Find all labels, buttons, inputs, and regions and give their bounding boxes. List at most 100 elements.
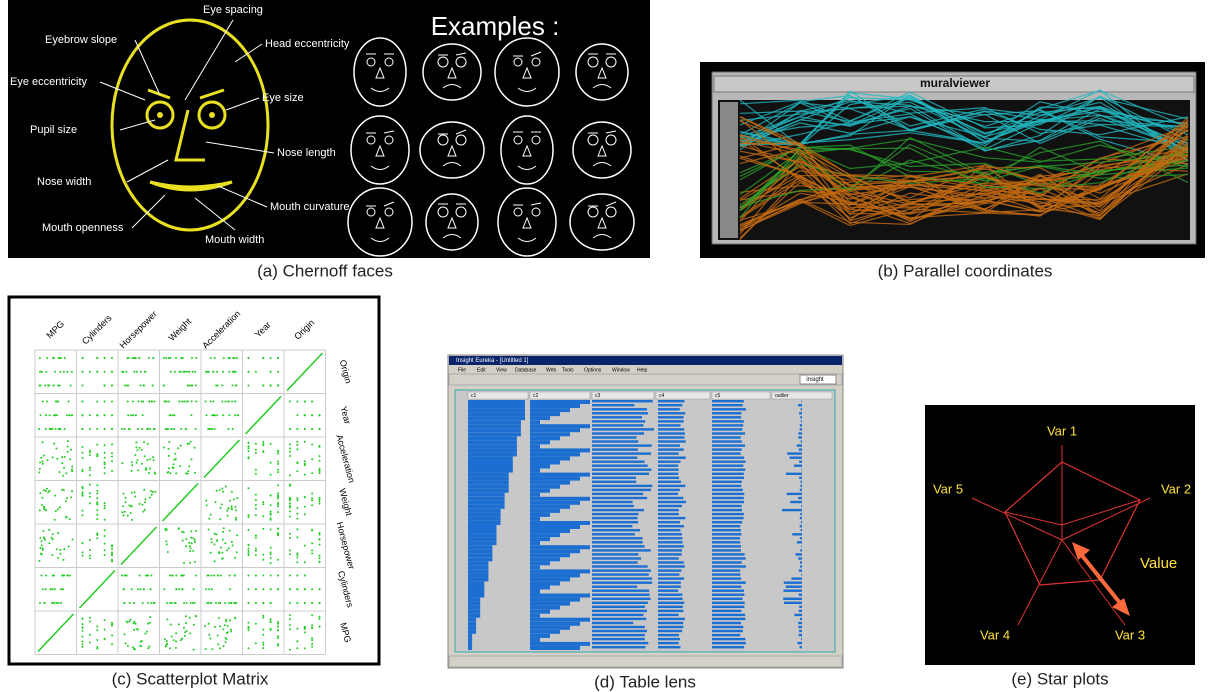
point <box>224 485 227 488</box>
row-bar <box>468 408 525 413</box>
row-bar <box>800 512 802 516</box>
point <box>183 626 185 629</box>
point <box>213 543 216 546</box>
example-nose <box>522 216 532 229</box>
point <box>124 501 127 504</box>
row-bar <box>530 508 560 513</box>
point <box>67 400 70 403</box>
row-bar <box>468 533 497 538</box>
point <box>126 384 128 387</box>
polyline <box>739 133 1189 221</box>
row-bar <box>592 448 638 451</box>
point <box>296 507 299 509</box>
row-bar <box>468 561 489 566</box>
point <box>296 561 299 564</box>
point <box>296 574 299 577</box>
leader-line <box>217 185 268 208</box>
point <box>289 484 291 487</box>
point <box>126 514 129 517</box>
row-bar <box>658 424 681 427</box>
point <box>269 510 272 513</box>
row-bar <box>712 633 741 637</box>
point <box>296 414 299 417</box>
example-nose <box>447 216 457 229</box>
row-bar <box>712 549 741 552</box>
column-header <box>467 391 529 400</box>
point <box>262 501 265 504</box>
row-bar <box>592 416 642 419</box>
point <box>62 474 64 477</box>
row-bar <box>712 621 741 625</box>
point <box>296 552 299 555</box>
point <box>53 414 56 417</box>
row-bar <box>592 589 650 592</box>
point <box>277 574 279 577</box>
point <box>147 647 150 650</box>
point <box>262 503 265 506</box>
point <box>88 449 91 452</box>
point <box>311 624 314 627</box>
point <box>103 554 106 556</box>
row-bar <box>468 440 517 445</box>
diagonal <box>286 352 324 392</box>
point <box>164 645 167 648</box>
point <box>132 646 134 649</box>
point <box>211 648 214 651</box>
point <box>216 539 219 542</box>
point <box>318 445 321 448</box>
example-mouth <box>517 237 537 242</box>
example-head <box>500 115 554 185</box>
row-bar <box>530 633 550 638</box>
point <box>178 588 181 591</box>
row-bar <box>592 404 635 407</box>
point <box>132 622 135 625</box>
row-bar <box>658 460 681 463</box>
point <box>303 513 306 516</box>
point <box>209 400 212 403</box>
point <box>185 472 187 475</box>
example-eye <box>366 207 376 217</box>
polyline <box>739 123 1189 200</box>
row-bar <box>799 525 802 528</box>
point <box>146 428 149 430</box>
point <box>247 384 250 387</box>
point <box>296 499 299 502</box>
row-bar <box>799 537 802 540</box>
row-bar <box>658 529 681 532</box>
menu-item: Edit <box>477 367 486 373</box>
point <box>103 400 106 403</box>
point <box>81 629 84 632</box>
column-header-text: c5 <box>715 393 721 399</box>
point <box>289 496 291 499</box>
point <box>254 588 257 591</box>
point <box>204 400 207 403</box>
point <box>103 428 106 430</box>
row-bar <box>658 464 679 467</box>
point <box>215 533 218 536</box>
example-eye <box>437 56 449 68</box>
point <box>303 588 306 591</box>
point <box>303 574 306 577</box>
example-eye <box>384 57 394 67</box>
point <box>254 514 257 517</box>
star-axis <box>1061 539 1126 626</box>
point <box>277 357 279 359</box>
point <box>247 554 250 557</box>
point <box>212 400 215 403</box>
feature-label: Eye spacing <box>203 4 263 16</box>
example-head <box>497 187 557 257</box>
point <box>247 602 250 604</box>
point <box>111 634 113 637</box>
row-label: Year <box>338 405 352 425</box>
point <box>57 400 60 403</box>
point <box>296 517 299 520</box>
point <box>103 619 106 622</box>
row-bar <box>468 617 477 622</box>
point <box>311 458 314 461</box>
polyline <box>739 101 1189 150</box>
point <box>222 490 225 493</box>
point <box>96 443 99 446</box>
point <box>235 357 238 359</box>
example-nose <box>597 66 607 79</box>
point <box>228 370 231 373</box>
